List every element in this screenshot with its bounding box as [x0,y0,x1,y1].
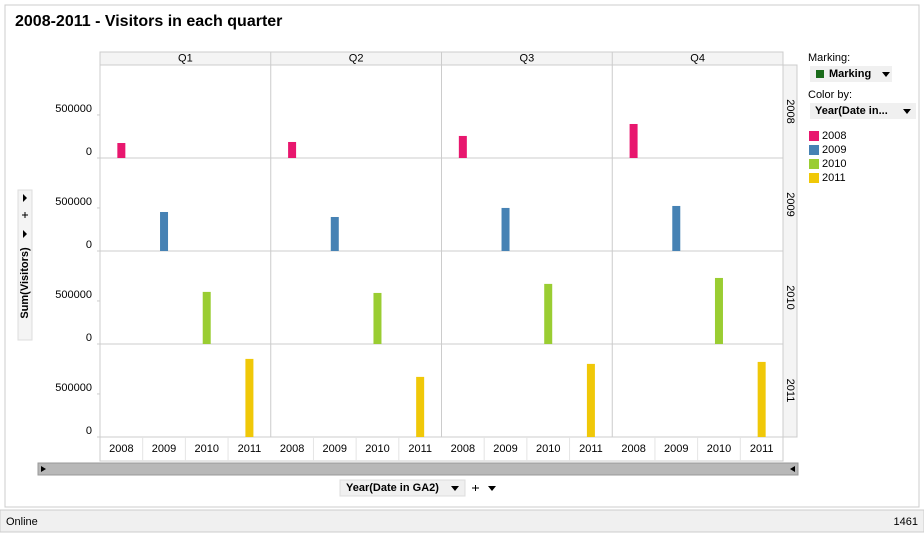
y-tick-label: 0 [86,425,92,437]
shelf-plus[interactable] [22,212,28,218]
column-header: Q3 [520,52,535,64]
bar [757,361,766,437]
y-tick-label: 500000 [55,382,92,394]
bar [160,211,169,251]
marking-dropdown[interactable] [810,66,892,82]
x-tick-label: 2010 [707,443,731,455]
bar [202,291,211,344]
dropdown-arrow[interactable] [882,72,890,77]
x-tick-label: 2008 [451,443,475,455]
y-tick-label: 500000 [55,103,92,115]
bar [672,205,681,251]
column-header: Q1 [178,52,193,64]
bar [544,283,553,344]
y-axis-title: Sum(Visitors) [19,247,31,319]
status-count: 1461 [894,516,918,528]
bar [458,135,467,158]
legend-swatch [809,131,819,141]
legend-swatch [809,159,819,169]
x-tick-label: 2011 [750,443,774,455]
bar [629,123,638,158]
legend-swatch [809,173,819,183]
column-header: Q2 [349,52,364,64]
y-tick-label: 0 [86,239,92,251]
bar [245,358,254,437]
y-tick-label: 500000 [55,196,92,208]
row-header: 2011 [784,379,796,403]
bar [288,141,297,158]
chart-title: 2008-2011 - Visitors in each quarter [15,13,282,30]
legend-label: 2008 [822,130,846,142]
row-header: 2009 [784,192,796,216]
x-tick-label: 2009 [664,443,688,455]
x-axis-pill[interactable] [339,479,466,497]
row-header: 2010 [784,285,796,309]
x-tick-label: 2010 [536,443,560,455]
x-tick-label: 2009 [152,443,176,455]
shelf-arrows[interactable] [23,194,27,238]
x-tick-label: 2009 [493,443,517,455]
legend-swatch [809,145,819,155]
pill-arrows[interactable] [451,486,496,491]
bar [117,143,126,158]
y-tick-label: 500000 [55,289,92,301]
color-by-label: Color by: [808,89,852,101]
x-tick-label: 2011 [238,443,262,455]
x-tick-label: 2008 [280,443,304,455]
x-tick-label: 2010 [194,443,218,455]
row-header: 2008 [784,99,796,123]
legend-label: 2011 [822,172,846,184]
color-by-value: Year(Date in... [815,105,888,117]
bar [373,292,382,344]
x-tick-label: 2008 [109,443,133,455]
status-text: Online [6,516,38,528]
x-tick-label: 2009 [323,443,347,455]
pill-plus[interactable] [472,485,479,491]
status-bar [0,509,924,533]
x-axis-title: Year(Date in GA2) [346,482,439,494]
column-header: Q4 [690,52,705,64]
bar [501,207,510,251]
marking-swatch [816,70,824,78]
x-tick-label: 2008 [621,443,645,455]
bar [714,277,723,344]
bar [586,363,595,437]
bar [416,376,425,437]
x-tick-label: 2011 [408,443,432,455]
color-by-dropdown[interactable] [810,103,916,119]
x-tick-label: 2010 [365,443,389,455]
legend-label: 2010 [822,158,846,170]
marking-value: Marking [829,68,871,80]
y-tick-label: 0 [86,146,92,158]
bar [330,216,339,251]
frame [4,4,920,508]
y-tick-label: 0 [86,332,92,344]
x-tick-label: 2011 [579,443,603,455]
scrollbar[interactable] [37,462,799,476]
dropdown-arrow[interactable] [903,109,911,114]
legend-label: 2009 [822,144,846,156]
y-axis-shelf [17,189,33,341]
marking-label: Marking: [808,52,850,64]
